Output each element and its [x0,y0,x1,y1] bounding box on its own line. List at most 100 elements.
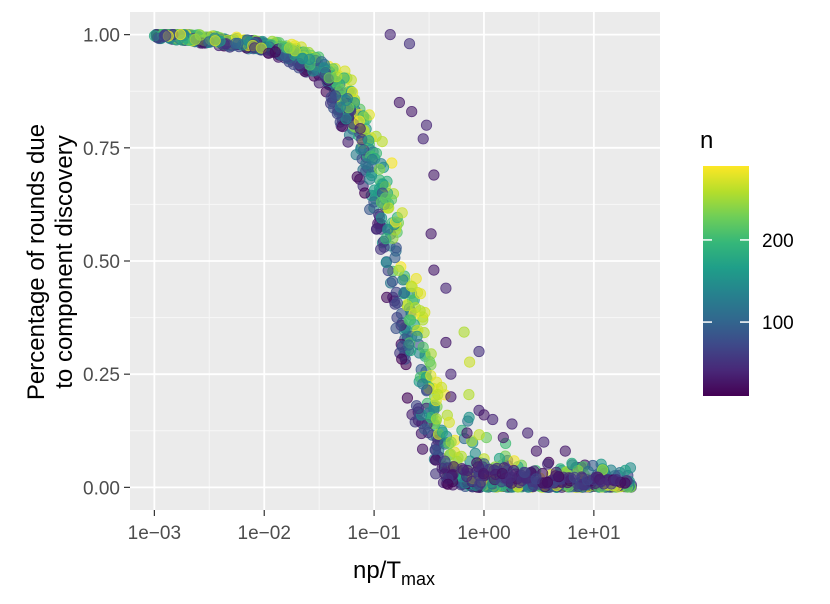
data-point [436,426,449,438]
y-axis-title-line1: Percentage of rounds due [23,124,50,400]
data-point [340,94,352,107]
y-axis: 0.00 0.25 0.50 0.75 1.00 [83,26,130,499]
data-point [440,282,452,294]
data-point [418,423,431,435]
data-point [477,468,490,480]
data-point [373,163,386,175]
data-point [425,369,437,382]
data-point [390,322,402,334]
data-point [461,427,473,439]
data-point [598,478,610,490]
data-point [428,169,440,181]
data-point [463,356,476,368]
data-point [391,311,403,324]
y-tick-label: 0.00 [83,478,120,499]
data-point [401,392,413,404]
y-tick-label: 0.25 [83,365,120,386]
data-point [390,242,402,254]
data-point [263,47,275,59]
data-point [160,30,172,42]
data-point [403,38,416,50]
data-point [417,133,429,145]
data-point [417,341,429,353]
data-point [283,42,295,54]
data-point [473,429,485,441]
data-point [538,436,550,448]
data-point [354,123,366,135]
x-axis-title: np/Tmax [353,557,435,589]
data-point [174,28,187,41]
data-point [393,96,405,109]
data-point [379,192,392,204]
data-point [463,388,475,401]
data-point [542,458,554,470]
data-point [303,53,315,66]
data-point [389,252,401,264]
data-point [355,143,367,155]
y-axis-title: Percentage of rounds due to component di… [23,124,78,400]
data-point [383,202,395,214]
data-point [473,345,485,358]
data-point [416,443,429,455]
data-point [366,153,378,166]
data-point [409,302,422,314]
data-point [428,264,440,276]
data-point [376,136,388,148]
data-point [508,455,520,467]
data-point [384,28,396,41]
data-point [403,314,415,326]
data-point [432,388,444,401]
data-point [568,471,580,483]
data-point [375,212,388,224]
data-point [323,72,335,84]
data-point [440,336,452,349]
data-point [522,427,534,439]
data-point [398,286,410,298]
x-tick-label: 1e−02 [238,523,291,544]
data-point [539,477,551,489]
data-point [559,445,571,457]
data-point [406,106,418,118]
data-point [329,90,341,102]
data-point [429,444,441,456]
data-point [497,431,509,444]
data-point [442,478,454,490]
data-point [463,411,475,423]
data-point [550,470,562,482]
y-tick-label: 0.75 [83,139,120,160]
data-point [375,243,387,255]
data-point [363,135,375,147]
data-point [393,264,405,276]
y-axis-title-line2: to component discovery [51,135,78,388]
data-point [518,466,530,478]
data-point [414,288,427,300]
data-point [209,35,221,47]
data-point [230,37,242,49]
legend-tick-label: 200 [762,231,794,252]
x-axis-title-subscript: max [401,569,435,589]
data-point [417,378,429,390]
data-point [420,119,433,131]
y-tick-label: 1.00 [83,26,120,47]
data-point [396,353,408,365]
data-point [506,418,518,430]
data-point [382,223,394,235]
x-tick-label: 1e−01 [347,523,400,544]
data-point [443,416,455,428]
data-point [505,471,517,483]
data-point [566,457,578,469]
data-point [423,355,436,368]
data-point [619,477,631,489]
data-point [487,413,499,426]
data-point [402,339,415,351]
data-point [411,330,423,342]
data-point [445,368,457,380]
color-legend: n 100 200 [700,127,794,396]
data-point [340,113,352,125]
y-tick-label: 0.50 [83,252,120,273]
data-point [318,62,330,74]
legend-ticks: 100 200 [703,231,794,334]
data-point [386,275,399,287]
x-axis: 1e−03 1e−02 1e−01 1e+00 1e+01 [128,510,621,544]
